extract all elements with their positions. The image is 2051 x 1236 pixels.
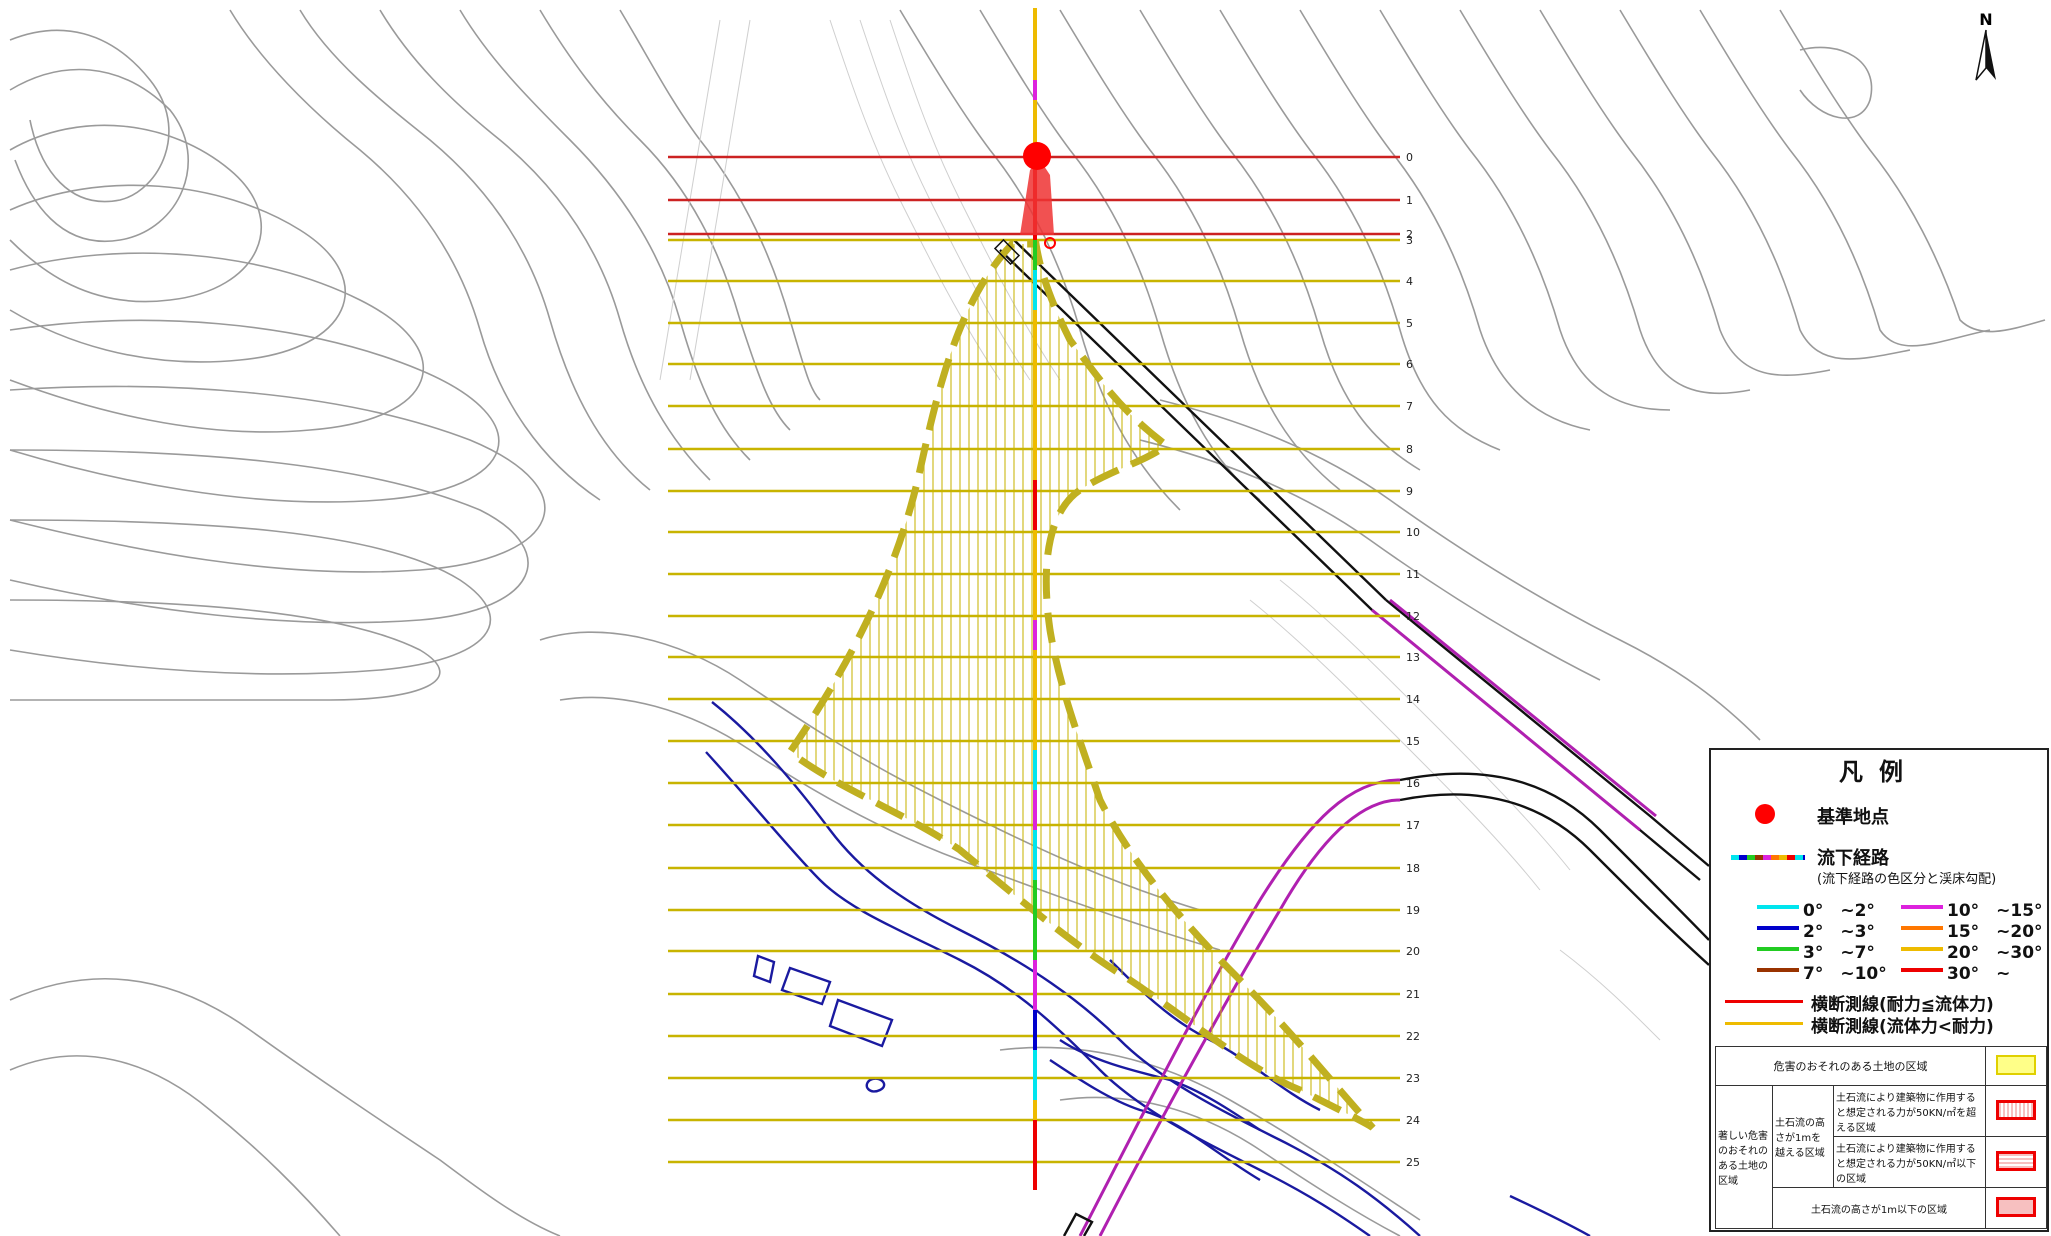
river-lines [705, 701, 1591, 1236]
cross-section-number: 25 [1406, 1156, 1420, 1169]
cross-section-number: 1 [1406, 194, 1413, 207]
zone-row-a: 土石流により建築物に作用すると想定される力が50KN/㎡を超える区域 [1833, 1085, 1986, 1137]
base-point-marker [1023, 142, 1051, 170]
slope-label: 2° ~3° [1803, 922, 1875, 942]
cross-section-number: 15 [1406, 735, 1420, 748]
hazard-area-outline [785, 240, 1376, 1131]
zone-row-c: 土石流の高さが1m以下の区域 [1772, 1187, 1986, 1229]
cross-section-number: 5 [1406, 317, 1413, 330]
slope-swatch [1901, 926, 1943, 930]
slope-label: 15° ~20° [1947, 922, 2043, 942]
slope-label: 20° ~30° [1947, 943, 2043, 963]
legend-flow-path-note: (流下経路の色区分と渓床勾配) [1817, 872, 1997, 887]
pond-outlines [752, 954, 894, 1093]
cross-section-number: 21 [1406, 988, 1420, 1001]
cross-section-number: 18 [1406, 862, 1420, 875]
slope-swatch [1901, 905, 1943, 909]
minor-contour-lines [659, 19, 1661, 1041]
cross-section-number: 22 [1406, 1030, 1420, 1043]
legend-cross-red: 横断測線(耐力≦流体力) [1811, 995, 1994, 1015]
cross-section-number: 23 [1406, 1072, 1420, 1085]
cross-section-number: 17 [1406, 819, 1420, 832]
dam-outline [993, 238, 1021, 266]
contour-lines [9, 9, 2046, 1236]
slope-label: 30° ~ [1947, 964, 2011, 984]
cross-section-number: 11 [1406, 568, 1420, 581]
cross-section-number: 19 [1406, 904, 1420, 917]
zone-group-severe: 著しい危害のおそれのある土地の区域 [1715, 1085, 1773, 1229]
slope-swatch [1757, 968, 1799, 972]
flow-path-symbol [1731, 855, 1805, 860]
road-lines [999, 239, 1710, 1236]
cross-section-number: 9 [1406, 485, 1413, 498]
slope-label: 0° ~2° [1803, 901, 1875, 921]
cross-section-number: 20 [1406, 945, 1420, 958]
slope-label: 3° ~7° [1803, 943, 1875, 963]
cross-section-number: 10 [1406, 526, 1420, 539]
slope-label: 7° ~10° [1803, 964, 1887, 984]
zone-row-b: 土石流により建築物に作用すると想定される力が50KN/㎡以下の区域 [1833, 1136, 1986, 1188]
legend-base-point: 基準地点 [1817, 807, 1889, 828]
cross-section-number: 24 [1406, 1114, 1420, 1127]
cross-section-number: 6 [1406, 358, 1413, 371]
slope-swatch [1901, 947, 1943, 951]
slope-swatch [1757, 905, 1799, 909]
slope-swatch [1757, 947, 1799, 951]
north-label: N [1979, 10, 1993, 29]
cross-yellow-symbol [1725, 1022, 1803, 1025]
slope-label: 10° ~15° [1947, 901, 2043, 921]
sub-point-marker [1044, 237, 1056, 249]
base-area-red [1020, 160, 1054, 235]
zone-yellow-swatch [1996, 1054, 2036, 1075]
north-arrow: N [1962, 10, 2010, 84]
cross-section-number: 13 [1406, 651, 1420, 664]
legend-cross-yellow: 横断測線(流体力<耐力) [1811, 1017, 1994, 1037]
zone-legend-table: 危害のおそれのある土地の区域 著しい危害のおそれのある土地の区域 土石流の高さが… [1715, 1046, 2047, 1229]
cross-section-number: 2 [1406, 228, 1413, 241]
cross-section-number: 0 [1406, 151, 1413, 164]
cross-section-number: 12 [1406, 610, 1420, 623]
cross-section-number: 3 [1406, 234, 1413, 247]
base-point-symbol [1755, 804, 1775, 824]
zone-red-swatch-a [1996, 1099, 2036, 1120]
slope-swatch [1757, 926, 1799, 930]
legend-flow-path: 流下経路 [1817, 848, 1889, 869]
north-arrow-icon [1975, 29, 1996, 81]
cross-section-number: 7 [1406, 400, 1413, 413]
map-legend: 凡例 基準地点 流下経路 (流下経路の色区分と渓床勾配) 0° ~2° 2° ~3… [1709, 748, 2049, 1232]
cross-section-number: 8 [1406, 443, 1413, 456]
cross-section-number: 4 [1406, 275, 1413, 288]
legend-title: 凡例 [1839, 758, 1919, 786]
cross-section-number: 14 [1406, 693, 1420, 706]
zone-red-swatch-b [1996, 1150, 2036, 1171]
slope-swatch [1901, 968, 1943, 972]
cross-section-number: 16 [1406, 777, 1420, 790]
zone-sub-over1m: 土石流の高さが1mを越える区域 [1772, 1085, 1834, 1188]
cross-red-symbol [1725, 1000, 1803, 1003]
zone-red-swatch-c [1996, 1196, 2036, 1217]
zone-row-hazard: 危害のおそれのある土地の区域 [1715, 1046, 1986, 1086]
